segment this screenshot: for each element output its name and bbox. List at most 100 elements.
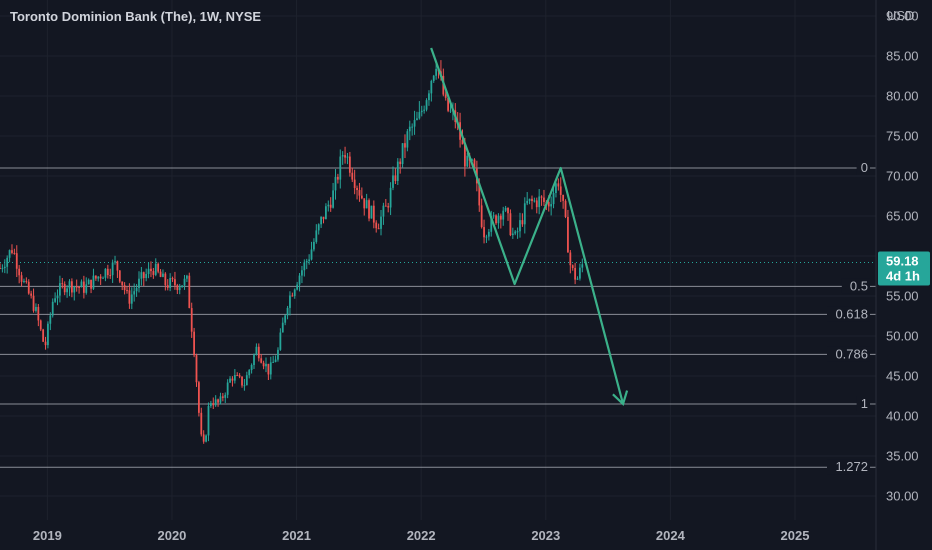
candle-body [202, 434, 205, 442]
candle-body [231, 378, 234, 381]
time-tick-label: 2021 [282, 528, 311, 543]
candle-body [248, 370, 251, 376]
candle-body [356, 187, 358, 191]
time-tick-label: 2024 [656, 528, 686, 543]
candle-body [15, 253, 18, 269]
candle-body [502, 210, 505, 220]
candle-body [329, 204, 332, 208]
candle-body [118, 270, 121, 282]
candle-body [336, 176, 339, 180]
fib-label-bg [827, 459, 870, 475]
candle-body [377, 228, 380, 230]
candle-body [106, 268, 109, 276]
candle-body [555, 183, 557, 194]
candle-body [411, 126, 414, 128]
candle-body [581, 264, 584, 268]
candle-body [504, 207, 507, 211]
candle-body [559, 186, 562, 195]
candle-body [420, 110, 423, 113]
candle-body [128, 290, 131, 304]
candle-body [277, 349, 279, 360]
candle-body [384, 205, 387, 207]
candle-body [56, 295, 59, 299]
candle-body [18, 268, 21, 276]
candle-body [190, 308, 193, 332]
candle-body [313, 241, 315, 250]
candle-body [99, 276, 102, 279]
candle-body [523, 203, 526, 225]
candle-body [66, 288, 68, 293]
projection-arrowhead [612, 390, 629, 407]
candle-body [130, 294, 133, 304]
candle-body [526, 200, 529, 204]
candle-body [315, 230, 318, 242]
price-tick-label: 90.00 [886, 9, 919, 24]
candle-body [13, 252, 16, 254]
candle-body [147, 268, 150, 275]
fib-label-bg [841, 278, 870, 294]
candle-body [214, 399, 217, 406]
candle-body [461, 139, 464, 145]
candle-body [44, 341, 47, 346]
candle-body [301, 270, 303, 276]
candle-body [262, 362, 265, 367]
projection-drawing[interactable] [430, 47, 629, 407]
candle-body [154, 263, 157, 275]
time-tick-label: 2023 [531, 528, 560, 543]
candle-body [574, 268, 577, 280]
candle-body [11, 250, 13, 253]
candle-body [138, 278, 140, 288]
candle-body [492, 215, 495, 217]
candle-body [399, 161, 402, 165]
projection-path[interactable] [430, 47, 625, 405]
candle-body [212, 403, 215, 406]
time-axis[interactable] [0, 520, 932, 550]
candle-body [253, 354, 255, 365]
candle-body [344, 155, 346, 158]
candle-body [207, 405, 210, 436]
candle-body [387, 206, 390, 208]
candle-body [274, 359, 277, 362]
candle-body [104, 268, 107, 278]
price-tick-label: 80.00 [886, 89, 919, 104]
candle-body [348, 156, 351, 173]
candle-body [20, 275, 23, 282]
candle-body [27, 281, 30, 294]
candle-body [80, 281, 83, 288]
candle-body [473, 159, 476, 169]
time-tick-label: 2019 [33, 528, 62, 543]
candle-body [380, 216, 382, 229]
candle-body [540, 196, 543, 198]
candle-body [521, 220, 524, 225]
fib-level-label: 0 [861, 160, 868, 175]
candle-body [200, 412, 203, 435]
price-tick-label: 35.00 [886, 449, 919, 464]
candle-body [569, 252, 572, 266]
candle-body [499, 215, 502, 220]
fibonacci-retracement[interactable]: 0 0.5 0.618 0.786 1 1.272 [0, 160, 876, 475]
candle-body [514, 231, 517, 234]
currency-label: USD [887, 8, 914, 23]
candle-body [176, 285, 179, 291]
candle-body [188, 275, 191, 309]
candle-body [37, 306, 40, 321]
candle-body [85, 284, 88, 293]
grid-lines [0, 0, 876, 520]
bar-countdown: 4d 1h [886, 269, 920, 284]
candle-body [23, 280, 25, 282]
candle-body [547, 201, 550, 207]
candle-body [183, 278, 186, 286]
candle-body [557, 183, 560, 187]
last-price-badge: 59.18 4d 1h [878, 251, 930, 286]
candle-body [495, 215, 497, 224]
candle-body [519, 220, 521, 232]
candle-body [339, 156, 342, 180]
candle-body [576, 278, 579, 280]
candle-body [543, 197, 545, 202]
candle-body [564, 200, 567, 217]
candle-body [284, 315, 287, 323]
candle-body [150, 268, 152, 272]
candle-body [195, 355, 198, 383]
candle-body [30, 293, 33, 296]
